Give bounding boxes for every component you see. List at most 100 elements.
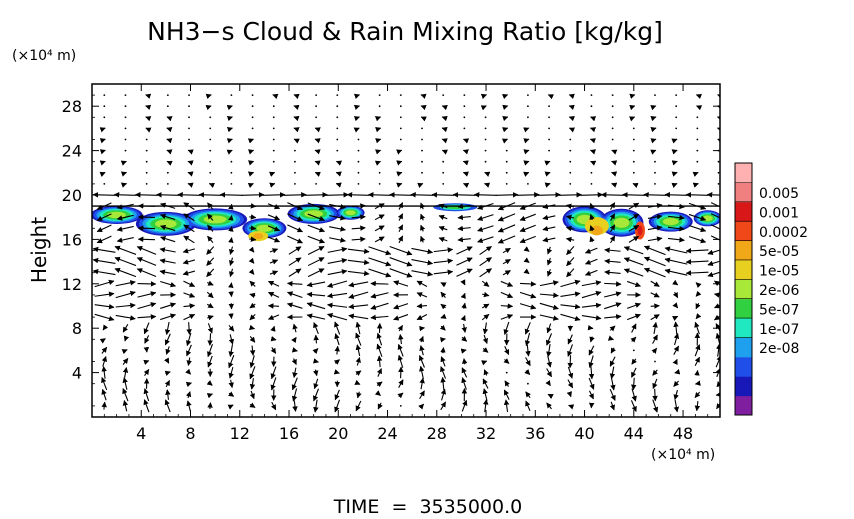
wind-vector xyxy=(588,366,595,380)
wind-vector xyxy=(160,313,177,321)
wind-vector xyxy=(505,149,508,152)
wind-vector xyxy=(393,314,409,321)
wind-vector xyxy=(228,203,234,210)
wind-vector xyxy=(542,225,556,232)
wind-vector xyxy=(269,182,276,188)
wind-vector xyxy=(314,127,321,133)
wind-vector xyxy=(419,325,425,332)
wind-vector xyxy=(143,369,150,377)
wind-vector xyxy=(186,322,192,335)
wind-vector xyxy=(457,225,471,232)
wind-vector xyxy=(137,291,157,298)
wind-vector xyxy=(207,355,213,368)
wind-vector xyxy=(312,388,320,402)
wind-vector xyxy=(482,334,488,345)
wind-vector xyxy=(206,246,215,255)
wind-vector xyxy=(327,313,348,321)
wind-vector xyxy=(249,378,256,390)
wind-vector xyxy=(99,338,106,344)
plot-frame xyxy=(91,83,721,418)
wind-vector xyxy=(630,336,637,343)
colorbar-label: 5e-05 xyxy=(759,244,799,260)
wind-vector xyxy=(136,257,157,266)
wind-vector xyxy=(581,290,602,299)
wind-vector xyxy=(159,247,176,253)
wind-vector xyxy=(497,202,516,211)
plot-area xyxy=(92,93,720,413)
wind-vector xyxy=(166,105,169,108)
wind-vector xyxy=(479,245,492,256)
wind-vector xyxy=(102,324,109,331)
wind-vector xyxy=(481,360,488,366)
wind-vector xyxy=(346,192,370,198)
wind-vector xyxy=(589,202,595,209)
wind-vector xyxy=(542,203,556,210)
wind-vector xyxy=(623,246,644,255)
wind-vector xyxy=(420,116,427,122)
wind-vector xyxy=(440,366,447,379)
wind-vector xyxy=(628,235,640,243)
wind-vector xyxy=(188,94,190,96)
wind-vector xyxy=(378,105,381,108)
wind-vector xyxy=(420,104,427,111)
colorbar-label: 0.001 xyxy=(759,205,799,221)
wind-vector xyxy=(632,171,635,174)
wind-vector xyxy=(96,224,112,233)
wind-vector xyxy=(159,269,176,275)
wind-vector xyxy=(479,257,492,267)
wind-vector xyxy=(675,127,678,130)
x-tick-label: 28 xyxy=(427,424,447,443)
wind-vector xyxy=(421,138,423,141)
wind-vector xyxy=(206,257,215,266)
wind-vector xyxy=(461,358,468,365)
wind-vector xyxy=(674,369,681,375)
wind-vector xyxy=(228,237,234,243)
wind-vector xyxy=(164,321,171,336)
wind-vector xyxy=(353,116,360,122)
wind-vector xyxy=(207,280,214,286)
wind-vector xyxy=(568,404,575,410)
wind-vector xyxy=(604,302,622,310)
wind-vector xyxy=(441,149,449,155)
wind-vector xyxy=(355,321,361,335)
wind-vector xyxy=(604,247,621,253)
wind-vector xyxy=(609,213,616,221)
wind-vector xyxy=(249,313,256,321)
wind-vector xyxy=(283,192,307,198)
wind-vector xyxy=(519,281,537,287)
wind-vector xyxy=(650,149,657,155)
wind-vector xyxy=(569,171,572,174)
wind-vector xyxy=(501,138,509,144)
wind-vector xyxy=(99,138,106,144)
wind-vector xyxy=(589,138,596,144)
wind-vector xyxy=(438,237,448,243)
wind-vector xyxy=(694,356,701,367)
wind-vector xyxy=(101,355,108,367)
wind-vector xyxy=(479,268,492,278)
wind-vector xyxy=(315,105,318,108)
wind-vector xyxy=(523,149,530,155)
wind-vector xyxy=(287,213,303,222)
wind-vector xyxy=(307,268,325,278)
wind-vector xyxy=(524,332,531,347)
wind-vector xyxy=(652,321,658,335)
wind-vector xyxy=(248,160,255,166)
wind-vector xyxy=(209,127,212,130)
wind-vector xyxy=(647,203,663,209)
wind-vector xyxy=(433,247,454,253)
wind-vector xyxy=(611,160,618,166)
wind-vector xyxy=(588,377,595,390)
wind-vector xyxy=(397,354,404,368)
wind-vector xyxy=(589,236,595,243)
wind-vector xyxy=(134,192,158,198)
wind-vector xyxy=(525,344,531,357)
wind-vector xyxy=(650,115,657,122)
cloud-region-3 xyxy=(702,215,713,222)
wind-vector xyxy=(291,388,298,402)
wind-vector xyxy=(707,260,720,267)
wind-vector xyxy=(692,182,699,188)
wind-vector xyxy=(116,225,134,232)
wind-vector xyxy=(567,355,573,369)
wind-vector xyxy=(523,268,530,275)
